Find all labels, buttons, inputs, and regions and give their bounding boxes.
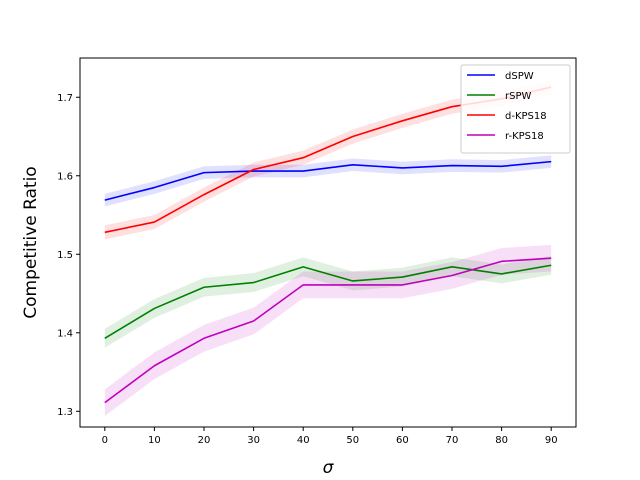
x-tick-label: 60	[396, 435, 409, 446]
band-dspw	[104, 155, 552, 207]
legend-label: dSPW	[505, 71, 534, 82]
line-rspw	[104, 264, 552, 339]
x-tick-label: 30	[247, 435, 260, 446]
y-tick-label: 1.4	[57, 328, 73, 339]
y-axis-ticks: 1.3 1.4 1.5 1.6 1.7	[57, 93, 80, 418]
x-tick-label: 10	[148, 435, 161, 446]
x-tick-label: 20	[198, 435, 211, 446]
x-axis-label: σ	[323, 458, 335, 478]
legend-label: r-KPS18	[505, 131, 544, 142]
line-dspw	[104, 160, 552, 201]
y-tick-label: 1.5	[57, 250, 73, 261]
x-tick-label: 0	[102, 435, 108, 446]
x-tick-label: 40	[297, 435, 310, 446]
y-axis-label: Competitive Ratio	[21, 166, 41, 318]
band-rspw	[104, 255, 552, 348]
plot-frame	[79, 57, 577, 428]
band-r-kps18	[104, 244, 552, 417]
legend-label: d-KPS18	[505, 111, 547, 122]
legend-label: rSPW	[505, 91, 531, 102]
x-tick-label: 50	[346, 435, 359, 446]
y-tick-label: 1.7	[57, 93, 73, 104]
line-r-kps18	[104, 257, 552, 404]
x-axis-ticks: 0 10 20 30 40 50 60 70 80 90	[102, 427, 558, 446]
x-tick-label: 90	[545, 435, 558, 446]
legend: dSPW rSPW d-KPS18 r-KPS18	[460, 64, 571, 154]
x-tick-label: 70	[446, 435, 459, 446]
x-tick-label: 80	[495, 435, 508, 446]
y-tick-label: 1.3	[57, 407, 73, 418]
legend-box	[460, 64, 571, 154]
y-tick-label: 1.6	[57, 171, 73, 182]
